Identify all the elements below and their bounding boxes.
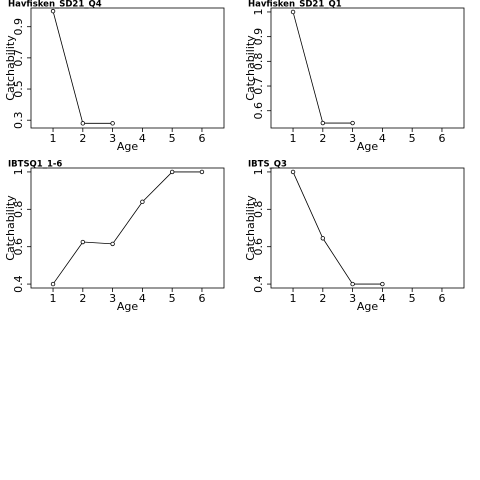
y-tick-label: 0.9 [12, 18, 25, 36]
data-point [290, 9, 296, 15]
y-tick-label: 0.5 [12, 80, 25, 98]
data-line [292, 11, 353, 124]
x-tick-label: 6 [198, 292, 205, 305]
y-tick-label: 0.4 [12, 275, 25, 293]
x-tick-label: 3 [349, 292, 356, 305]
data-point [50, 281, 56, 287]
x-tick-label: 2 [319, 292, 326, 305]
x-tick-label: 5 [169, 292, 176, 305]
data-point [380, 281, 385, 287]
panel-title: IBTSQ1_1-6 [8, 160, 62, 170]
y-tick-label: 0.7 [12, 49, 25, 67]
x-axis-label: Age [117, 300, 139, 313]
x-tick-label: 1 [50, 292, 57, 305]
y-tick-label: 0.6 [252, 102, 265, 120]
x-tick-label: 5 [409, 292, 416, 305]
data-point [110, 241, 115, 247]
panel-title: Havfisken_SD21_Q1 [248, 0, 342, 10]
plot-frame [30, 167, 225, 289]
x-tick-label: 4 [379, 292, 386, 305]
y-axis-label: Catchability [4, 195, 17, 261]
x-tick-label: 3 [349, 132, 356, 145]
plot-frame [270, 7, 465, 129]
panel-title: IBTS_Q3 [248, 160, 287, 170]
x-tick-label: 2 [79, 292, 86, 305]
y-tick-label: 1 [12, 168, 25, 175]
x-tick-label: 4 [379, 132, 386, 145]
data-point [320, 120, 326, 126]
y-tick-label: 0.7 [252, 77, 265, 95]
y-tick-label: 0.8 [252, 201, 265, 219]
x-tick-label: 6 [438, 132, 445, 145]
data-line [292, 171, 383, 285]
x-tick-label: 6 [198, 132, 205, 145]
data-point [350, 120, 355, 126]
x-tick-label: 3 [109, 292, 116, 305]
x-tick-label: 1 [290, 292, 297, 305]
data-line [52, 11, 113, 124]
data-line [52, 171, 202, 285]
data-point [350, 281, 355, 287]
x-tick-label: 5 [409, 132, 416, 145]
plot-frame [30, 7, 225, 129]
data-point [199, 169, 205, 175]
y-tick-label: 1 [252, 168, 265, 175]
data-point [169, 169, 175, 175]
data-point [320, 236, 326, 241]
x-tick-label: 4 [139, 132, 146, 145]
y-tick-label: 0.8 [12, 201, 25, 219]
panel-title: Havfisken_SD21_Q4 [8, 0, 102, 10]
y-axis-label: Catchability [244, 195, 257, 261]
y-tick-label: 0.6 [12, 238, 25, 256]
plot-frame [270, 167, 465, 289]
y-tick-label: 0.4 [252, 275, 265, 293]
data-point [50, 8, 56, 14]
data-point [80, 121, 86, 126]
y-tick-label: 0.3 [12, 111, 25, 129]
data-point [110, 121, 115, 126]
x-tick-label: 4 [139, 292, 146, 305]
x-axis-label: Age [357, 300, 379, 313]
data-point [140, 199, 145, 205]
x-tick-label: 6 [438, 292, 445, 305]
x-tick-label: 3 [109, 132, 116, 145]
data-point [80, 239, 86, 245]
x-tick-label: 2 [319, 132, 326, 145]
x-tick-label: 1 [50, 132, 57, 145]
x-tick-label: 1 [290, 132, 297, 145]
y-tick-label: 1 [252, 8, 265, 15]
x-axis-label: Age [357, 140, 379, 153]
data-point [290, 169, 296, 175]
y-axis-label: Catchability [244, 35, 257, 101]
x-tick-label: 2 [79, 132, 86, 145]
y-axis-label: Catchability [4, 35, 17, 101]
x-axis-label: Age [117, 140, 139, 153]
y-tick-label: 0.9 [252, 28, 265, 46]
x-tick-label: 5 [169, 132, 176, 145]
y-tick-label: 0.6 [252, 238, 265, 256]
y-tick-label: 0.8 [252, 53, 265, 70]
